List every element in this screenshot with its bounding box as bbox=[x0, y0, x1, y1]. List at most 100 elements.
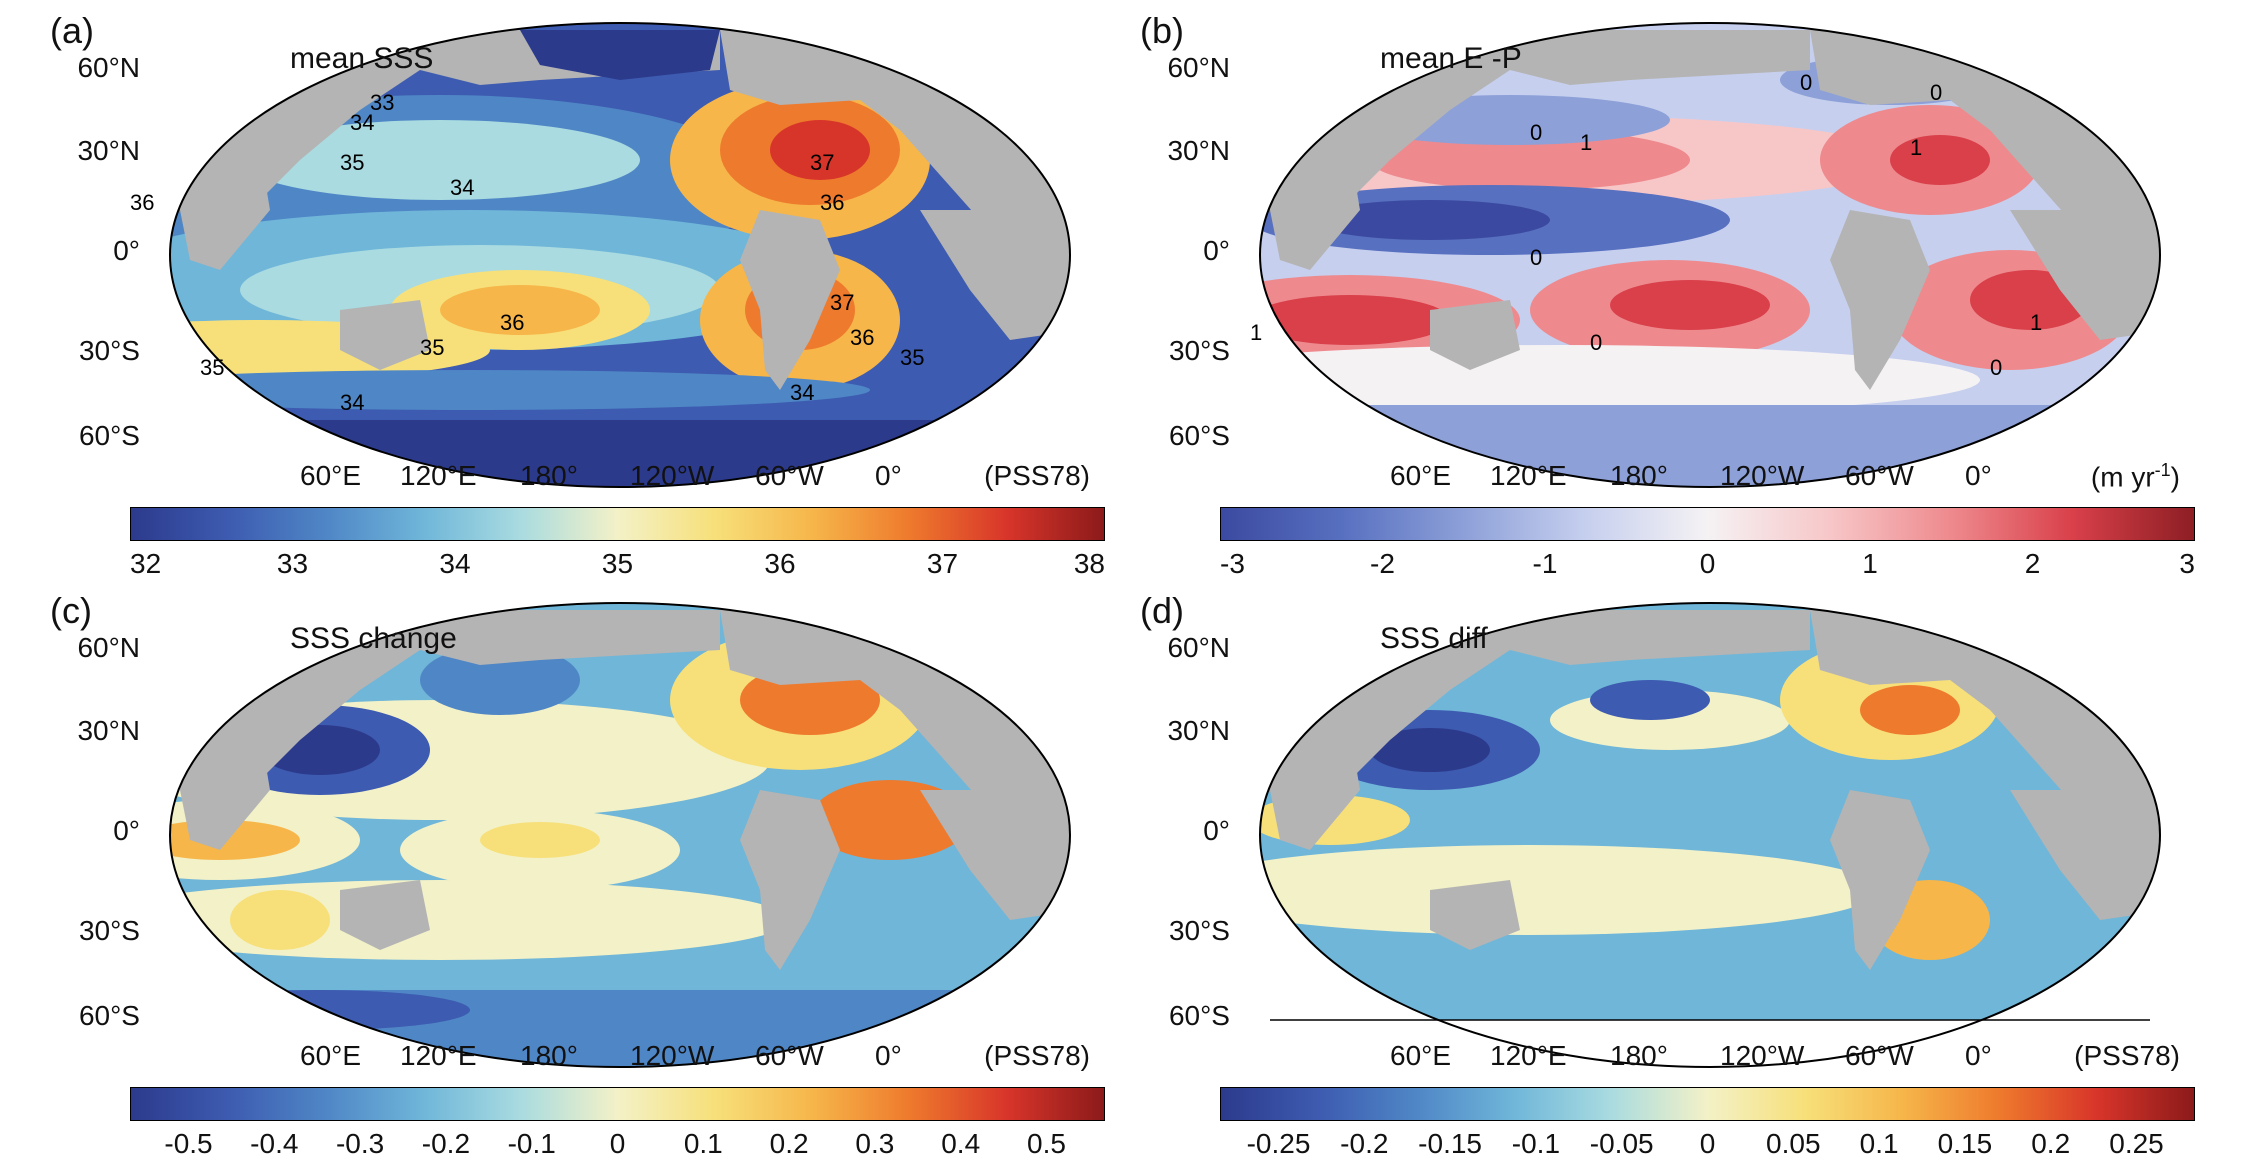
colorbar bbox=[130, 1087, 1105, 1121]
panel-letter: (a) bbox=[50, 10, 94, 51]
panel-letter: (c) bbox=[50, 590, 92, 631]
contour-label: 36 bbox=[130, 190, 154, 215]
lon-labels: 60°E 120°E 180° 120°W 60°W 0° bbox=[1390, 460, 2025, 492]
colorbar-tick-label: 34 bbox=[439, 548, 471, 579]
colorbar-tick-label: 38 bbox=[1073, 548, 1105, 579]
colorbar-tick-label: -0.2 bbox=[1340, 1128, 1389, 1159]
colorbar-tick-label: -1 bbox=[1532, 548, 1558, 579]
panel-letter: (b) bbox=[1140, 10, 1184, 51]
lat-label: 60°S bbox=[78, 1000, 140, 1031]
colorbar-tick-label: -0.2 bbox=[421, 1128, 471, 1159]
colorbar-tick-label: -0.3 bbox=[335, 1128, 385, 1159]
colorbar-tick-label: 0.25 bbox=[2109, 1128, 2164, 1159]
lat-label: 0° bbox=[113, 235, 140, 266]
lon-label: 180° bbox=[1610, 1040, 1668, 1071]
panel-sss-diff: (d) SSS diff 60°N 30°N 0° 30°S 60°S 60°E… bbox=[1110, 590, 2195, 1165]
colorbar-tick-label: 0.2 bbox=[2031, 1128, 2071, 1159]
colorbar-tick-label: -0.25 bbox=[1246, 1128, 1311, 1159]
colorbar-tick-label: 0.15 bbox=[1937, 1128, 1993, 1159]
lat-label: 30°N bbox=[77, 135, 140, 166]
units-close: ) bbox=[2170, 461, 2180, 493]
lat-label: 0° bbox=[113, 815, 140, 846]
lat-label: 30°N bbox=[77, 715, 140, 746]
colorbar-tick-label: 0.5 bbox=[1027, 1128, 1066, 1159]
lat-label: 60°S bbox=[78, 420, 140, 451]
lat-label: 60°N bbox=[77, 632, 140, 663]
lon-label: 0° bbox=[1965, 1040, 1992, 1071]
contour-label: 1 bbox=[2030, 310, 2042, 335]
lat-label: 60°N bbox=[1167, 632, 1230, 663]
lon-label: 120°E bbox=[400, 460, 477, 491]
colorbar bbox=[130, 507, 1105, 541]
contour-label: 0 bbox=[1530, 245, 1542, 270]
colorbar-tick-label: -0.15 bbox=[1418, 1128, 1483, 1159]
colorbar-tick-label: 0.1 bbox=[1859, 1128, 1899, 1159]
colorbar-tick-label: -0.1 bbox=[1511, 1128, 1561, 1159]
lat-label: 30°S bbox=[78, 915, 140, 946]
lon-label: 60°E bbox=[1390, 460, 1452, 491]
lon-label: 60°E bbox=[300, 1040, 362, 1071]
panel-sss-change: (c) SSS change 60°N 30°N 0° 30°S 60°S 60… bbox=[20, 590, 1105, 1165]
lon-label: 0° bbox=[875, 460, 902, 491]
colorbar-tick-label: -0.1 bbox=[507, 1128, 556, 1159]
colorbar-tick-label: 0 bbox=[1699, 548, 1716, 579]
contour-label: 35 bbox=[200, 355, 224, 380]
lon-label: 180° bbox=[520, 1040, 578, 1071]
panel-title: mean E -P bbox=[1380, 42, 1522, 75]
contour-label: 34 bbox=[340, 390, 364, 415]
lon-label: 180° bbox=[520, 460, 578, 491]
map-mean-sss: 33 34 35 34 37 36 36 36 35 37 36 35 35 3… bbox=[130, 22, 1071, 488]
map-sss-diff bbox=[1259, 602, 2161, 1068]
lon-label: 60°E bbox=[300, 460, 362, 491]
units-superscript: -1 bbox=[2154, 460, 2171, 480]
lon-label: 120°W bbox=[630, 1040, 715, 1071]
colorbar-tick-label: -0.5 bbox=[164, 1128, 213, 1159]
lon-label: 120°E bbox=[1490, 460, 1567, 491]
contour-label: 35 bbox=[340, 150, 364, 175]
lat-label: 30°N bbox=[1167, 715, 1230, 746]
contour-label: 1 bbox=[1580, 130, 1592, 155]
lon-label: 120°E bbox=[400, 1040, 477, 1071]
colorbar-tick-label: 0.3 bbox=[855, 1128, 895, 1159]
lon-labels: 60°E 120°E 180° 120°W 60°W 0° bbox=[1390, 1040, 2025, 1072]
panel-mean-e-p: 0 0 0 1 1 0 0 1 1 0 (b) mean E -P 60°N 3… bbox=[1110, 10, 2195, 585]
contour-label: 0 bbox=[1990, 355, 2002, 380]
lon-labels: 60°E 120°E 180° 120°W 60°W 0° bbox=[300, 460, 935, 492]
units-label: (PSS78) bbox=[2074, 1040, 2180, 1071]
panel-title: SSS change bbox=[290, 622, 457, 655]
lon-labels: 60°E 120°E 180° 120°W 60°W 0° bbox=[300, 1040, 935, 1072]
colorbar-tick-label: 37 bbox=[926, 548, 959, 579]
colorbar-tick-label: 0.1 bbox=[683, 1128, 723, 1159]
panel-letter: (d) bbox=[1140, 590, 1184, 631]
map-mean-e-p: 0 0 0 1 1 0 0 1 1 0 bbox=[1250, 22, 2161, 488]
colorbar-tick-label: 3 bbox=[2179, 548, 2195, 579]
units-label: (PSS78) bbox=[984, 460, 1090, 491]
contour-label: 37 bbox=[810, 150, 834, 175]
colorbar-tick-label: 0 bbox=[609, 1128, 626, 1159]
lon-label: 60°W bbox=[1845, 1040, 1914, 1071]
contour-label: 0 bbox=[1800, 70, 1812, 95]
lon-label: 120°W bbox=[630, 460, 715, 491]
contour-label: 36 bbox=[850, 325, 874, 350]
colorbar-ticks: -3 -2 -1 0 1 2 3 bbox=[1220, 548, 2195, 584]
colorbar-tick-label: 0.2 bbox=[769, 1128, 809, 1159]
lon-label: 120°E bbox=[1490, 1040, 1567, 1071]
colorbar-tick-label: 0.4 bbox=[941, 1128, 981, 1159]
colorbar-ticks: 32 33 34 35 36 37 38 bbox=[130, 548, 1105, 584]
contour-label: 0 bbox=[1530, 120, 1542, 145]
contour-label: 1 bbox=[1250, 320, 1262, 345]
lat-label: 0° bbox=[1203, 235, 1230, 266]
units-label: (m yr-1) bbox=[2091, 460, 2180, 493]
contour-label: 35 bbox=[420, 335, 444, 360]
colorbar bbox=[1220, 507, 2195, 541]
contour-label: 1 bbox=[1910, 135, 1922, 160]
contour-label: 34 bbox=[350, 110, 374, 135]
contour-label: 37 bbox=[830, 290, 854, 315]
lon-label: 0° bbox=[1965, 460, 1992, 491]
contour-label: 0 bbox=[1930, 80, 1942, 105]
lon-label: 180° bbox=[1610, 460, 1668, 491]
contour-label: 35 bbox=[900, 345, 924, 370]
map-sss-change bbox=[169, 602, 1071, 1068]
lat-label: 60°S bbox=[1168, 1000, 1230, 1031]
contour-label: 34 bbox=[450, 175, 474, 200]
